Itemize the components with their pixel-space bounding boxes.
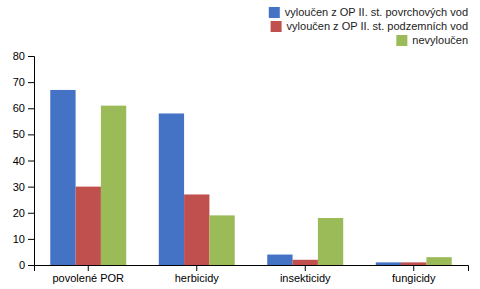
bar [50, 90, 75, 265]
x-axis: povolené POR herbicidy insekticidy fungicid… [35, 265, 469, 284]
legend-item: vyloučen z OP II. st. povrchových vod [269, 6, 468, 18]
legend: vyloučen z OP II. st. povrchových vod vyl… [269, 6, 468, 46]
x-tick-mark [88, 265, 89, 271]
bar [376, 262, 401, 265]
bar [267, 255, 292, 265]
y-tick-mark [28, 187, 34, 188]
y-tick-label: 60 [13, 102, 25, 114]
y-tick: 20 [13, 207, 34, 219]
axis-line [28, 57, 35, 266]
bar [76, 187, 101, 265]
y-tick: 10 [13, 233, 34, 245]
bar [184, 194, 209, 265]
legend-swatch [396, 35, 407, 46]
x-tick: povolené POR [52, 265, 124, 284]
x-tick-mark [413, 265, 414, 271]
bar [318, 218, 343, 265]
legend-swatch [271, 21, 282, 32]
y-tick-mark [28, 82, 34, 83]
y-tick-mark [28, 56, 34, 57]
bar [426, 257, 451, 265]
y-tick-label: 0 [19, 259, 25, 271]
y-tick-mark [28, 265, 34, 266]
y-tick: 30 [13, 181, 34, 193]
bar [209, 215, 234, 265]
y-tick-label: 10 [13, 233, 25, 245]
bar [101, 106, 126, 265]
y-tick-mark [28, 108, 34, 109]
legend-label: vyloučen z OP II. st. povrchových vod [285, 6, 468, 18]
y-tick-mark [28, 213, 34, 214]
x-tick: herbicidy [175, 265, 220, 284]
x-tick-label: herbicidy [175, 272, 220, 284]
y-tick-label: 70 [13, 76, 25, 88]
legend-label: nevyloučen [412, 34, 468, 46]
y-tick: 70 [13, 76, 34, 88]
plot: 0 10 20 30 40 50 60 70 80 povolené POR herbicidy in… [13, 50, 469, 284]
x-tick-label: insekticidy [280, 272, 331, 284]
series [101, 106, 452, 265]
series [76, 187, 427, 265]
y-tick-label: 30 [13, 181, 25, 193]
chart: 0 10 20 30 40 50 60 70 80 povolené POR herbicidy in… [0, 0, 480, 289]
y-tick-mark [28, 134, 34, 135]
y-tick: 50 [13, 128, 34, 140]
y-tick-mark [28, 161, 34, 162]
legend-item: vyloučen z OP II. st. podzemních vod [271, 20, 468, 32]
bar [159, 113, 184, 265]
x-tick-mark [305, 265, 306, 271]
y-tick-label: 40 [13, 155, 25, 167]
x-tick: insekticidy [280, 265, 331, 284]
y-tick: 80 [13, 50, 34, 62]
axis-line [35, 266, 469, 272]
series [50, 90, 401, 265]
x-tick-mark [196, 265, 197, 271]
y-tick-label: 80 [13, 50, 25, 62]
x-tick-label: fungicidy [392, 272, 436, 284]
bars [50, 90, 451, 265]
legend-item: nevyloučen [396, 34, 468, 46]
bar [293, 260, 318, 265]
bar [401, 262, 426, 265]
legend-label: vyloučen z OP II. st. podzemních vod [287, 20, 468, 32]
y-tick: 0 [19, 259, 34, 271]
y-tick-label: 20 [13, 207, 25, 219]
y-tick: 60 [13, 102, 34, 114]
x-tick: fungicidy [392, 265, 436, 284]
y-axis: 0 10 20 30 40 50 60 70 80 [13, 50, 35, 271]
legend-swatch [269, 7, 280, 18]
x-tick-label: povolené POR [52, 272, 124, 284]
y-tick-mark [28, 239, 34, 240]
y-tick: 40 [13, 155, 34, 167]
y-tick-label: 50 [13, 128, 25, 140]
